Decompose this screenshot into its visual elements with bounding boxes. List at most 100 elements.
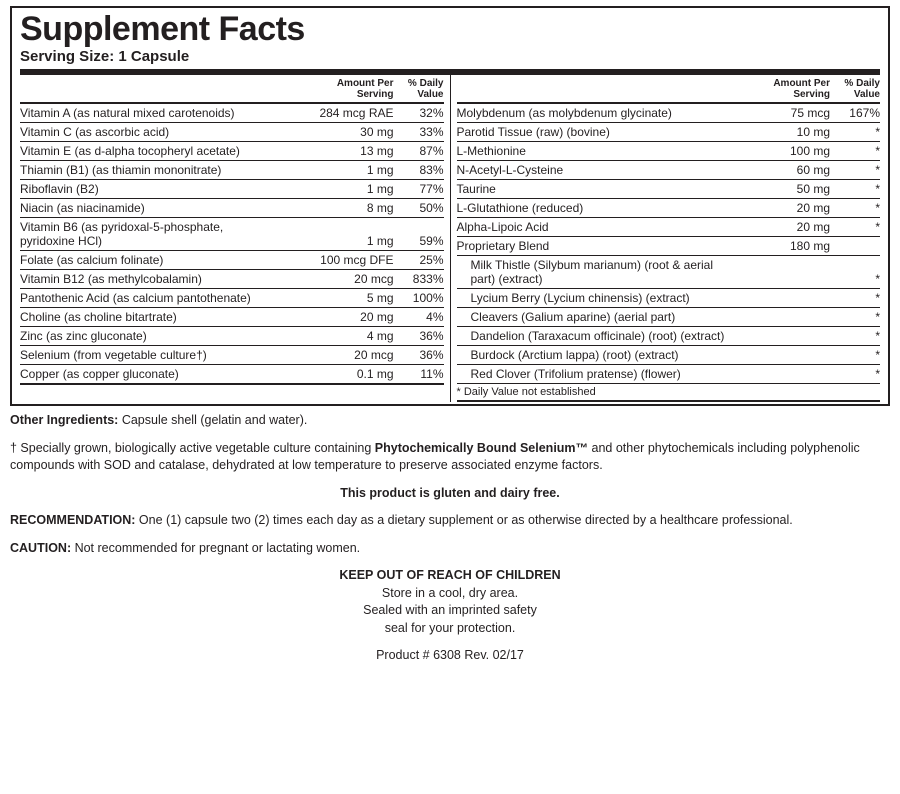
ingredient-name: Lycium Berry (Lycium chinensis) (extract…	[457, 291, 741, 305]
ingredient-amount: 60 mg	[740, 163, 830, 177]
ingredient-dv: 36%	[394, 329, 444, 343]
ingredient-row: Vitamin A (as natural mixed carotenoids)…	[20, 104, 444, 123]
ingredient-amount: 1 mg	[304, 182, 394, 196]
ingredient-amount: 50 mg	[740, 182, 830, 196]
ingredient-dv: 77%	[394, 182, 444, 196]
ingredient-row: Zinc (as zinc gluconate)4 mg36%	[20, 327, 444, 346]
product-code: Product # 6308 Rev. 02/17	[10, 647, 890, 665]
ingredient-dv: *	[830, 144, 880, 158]
ingredient-dv: *	[830, 291, 880, 305]
ingredient-dv: *	[830, 348, 880, 362]
ingredient-amount: 13 mg	[304, 144, 394, 158]
ingredient-amount: 4 mg	[304, 329, 394, 343]
ingredient-name: Proprietary Blend	[457, 239, 741, 253]
ingredient-amount: 180 mg	[740, 239, 830, 253]
hdr-amount: Amount Per Serving	[304, 78, 394, 100]
ingredient-name: Selenium (from vegetable culture†)	[20, 348, 304, 362]
ingredient-dv: 50%	[394, 201, 444, 215]
ingredient-amount: 284 mcg RAE	[304, 106, 394, 120]
ingredient-amount: 20 mg	[740, 220, 830, 234]
ingredient-amount: 100 mcg DFE	[304, 253, 394, 267]
storage: KEEP OUT OF REACH OF CHILDREN Store in a…	[10, 567, 890, 637]
ingredient-dv: *	[830, 367, 880, 381]
ingredient-row: Vitamin B12 (as methylcobalamin)20 mcg83…	[20, 270, 444, 289]
ingredient-row: Folate (as calcium folinate)100 mcg DFE2…	[20, 251, 444, 270]
column-header: Amount Per Serving % Daily Value	[20, 75, 444, 104]
ingredient-dv: *	[830, 272, 880, 286]
ingredient-dv: 87%	[394, 144, 444, 158]
ingredient-name: Vitamin B6 (as pyridoxal-5-phosphate, py…	[20, 220, 304, 248]
ingredient-row: Vitamin C (as ascorbic acid)30 mg33%	[20, 123, 444, 142]
ingredient-row: L-Glutathione (reduced)20 mg*	[457, 199, 881, 218]
ingredient-row: Milk Thistle (Silybum marianum) (root & …	[457, 256, 881, 289]
ingredient-name: Thiamin (B1) (as thiamin mononitrate)	[20, 163, 304, 177]
ingredient-row: Molybdenum (as molybdenum glycinate)75 m…	[457, 104, 881, 123]
ingredient-name: L-Glutathione (reduced)	[457, 201, 741, 215]
ingredient-amount: 5 mg	[304, 291, 394, 305]
ingredient-dv: 167%	[830, 106, 880, 120]
ingredient-name: N-Acetyl-L-Cysteine	[457, 163, 741, 177]
ingredient-name: Cleavers (Galium aparine) (aerial part)	[457, 310, 741, 324]
ingredient-dv: *	[830, 310, 880, 324]
ingredient-row: Choline (as choline bitartrate)20 mg4%	[20, 308, 444, 327]
ingredient-dv: 83%	[394, 163, 444, 177]
ingredient-row: Dandelion (Taraxacum officinale) (root) …	[457, 327, 881, 346]
ingredient-dv: 833%	[394, 272, 444, 286]
ingredient-amount: 100 mg	[740, 144, 830, 158]
ingredient-name: Alpha-Lipoic Acid	[457, 220, 741, 234]
ingredient-name: Dandelion (Taraxacum officinale) (root) …	[457, 329, 741, 343]
ingredient-dv: *	[830, 329, 880, 343]
ingredient-name: Pantothenic Acid (as calcium pantothenat…	[20, 291, 304, 305]
ingredient-amount: 20 mcg	[304, 272, 394, 286]
ingredient-name: Zinc (as zinc gluconate)	[20, 329, 304, 343]
ingredient-row: Red Clover (Trifolium pratense) (flower)…	[457, 365, 881, 384]
ingredient-row: Lycium Berry (Lycium chinensis) (extract…	[457, 289, 881, 308]
ingredient-dv: 4%	[394, 310, 444, 324]
ingredient-dv: *	[830, 182, 880, 196]
ingredient-dv: *	[830, 220, 880, 234]
ingredient-row: Copper (as copper gluconate)0.1 mg11%	[20, 365, 444, 385]
ingredient-dv: 59%	[394, 234, 444, 248]
ingredient-name: Molybdenum (as molybdenum glycinate)	[457, 106, 741, 120]
ingredient-amount: 10 mg	[740, 125, 830, 139]
ingredient-dv: 25%	[394, 253, 444, 267]
ingredient-amount: 20 mg	[304, 310, 394, 324]
ingredient-row: Proprietary Blend180 mg	[457, 237, 881, 256]
ingredient-row: Riboflavin (B2)1 mg77%	[20, 180, 444, 199]
ingredient-row: Cleavers (Galium aparine) (aerial part) *	[457, 308, 881, 327]
dv-footnote: * Daily Value not established	[457, 384, 881, 402]
ingredient-name: Choline (as choline bitartrate)	[20, 310, 304, 324]
recommendation: RECOMMENDATION: One (1) capsule two (2) …	[10, 512, 890, 530]
ingredient-name: Vitamin C (as ascorbic acid)	[20, 125, 304, 139]
supplement-facts-panel: Supplement Facts Serving Size: 1 Capsule…	[10, 6, 890, 406]
ingredient-name: Taurine	[457, 182, 741, 196]
ingredient-row: Niacin (as niacinamide)8 mg50%	[20, 199, 444, 218]
ingredient-name: Copper (as copper gluconate)	[20, 367, 304, 381]
ingredient-amount: 0.1 mg	[304, 367, 394, 381]
ingredient-dv: *	[830, 125, 880, 139]
ingredient-row: L-Methionine100 mg*	[457, 142, 881, 161]
ingredient-dv: *	[830, 163, 880, 177]
columns: Amount Per Serving % Daily Value Vitamin…	[20, 75, 880, 402]
ingredient-name: Vitamin B12 (as methylcobalamin)	[20, 272, 304, 286]
ingredient-amount: 30 mg	[304, 125, 394, 139]
caution: CAUTION: Not recommended for pregnant or…	[10, 540, 890, 558]
ingredient-name: Milk Thistle (Silybum marianum) (root & …	[457, 258, 741, 286]
ingredient-name: Vitamin A (as natural mixed carotenoids)	[20, 106, 304, 120]
left-column: Amount Per Serving % Daily Value Vitamin…	[20, 75, 451, 402]
ingredient-row: Burdock (Arctium lappa) (root) (extract)…	[457, 346, 881, 365]
gluten-statement: This product is gluten and dairy free.	[10, 485, 890, 503]
ingredient-row: Vitamin B6 (as pyridoxal-5-phosphate, py…	[20, 218, 444, 251]
hdr-amount: Amount Per Serving	[740, 78, 830, 100]
column-header: Amount Per Serving % Daily Value	[457, 75, 881, 104]
ingredient-dv: 100%	[394, 291, 444, 305]
hdr-dv: % Daily Value	[394, 78, 444, 100]
ingredient-row: Taurine50 mg*	[457, 180, 881, 199]
below-panel: Other Ingredients: Capsule shell (gelati…	[10, 412, 890, 665]
ingredient-name: Parotid Tissue (raw) (bovine)	[457, 125, 741, 139]
ingredient-name: Vitamin E (as d-alpha tocopheryl acetate…	[20, 144, 304, 158]
ingredient-row: N-Acetyl-L-Cysteine60 mg*	[457, 161, 881, 180]
ingredient-dv: 33%	[394, 125, 444, 139]
ingredient-row: Pantothenic Acid (as calcium pantothenat…	[20, 289, 444, 308]
ingredient-name: L-Methionine	[457, 144, 741, 158]
